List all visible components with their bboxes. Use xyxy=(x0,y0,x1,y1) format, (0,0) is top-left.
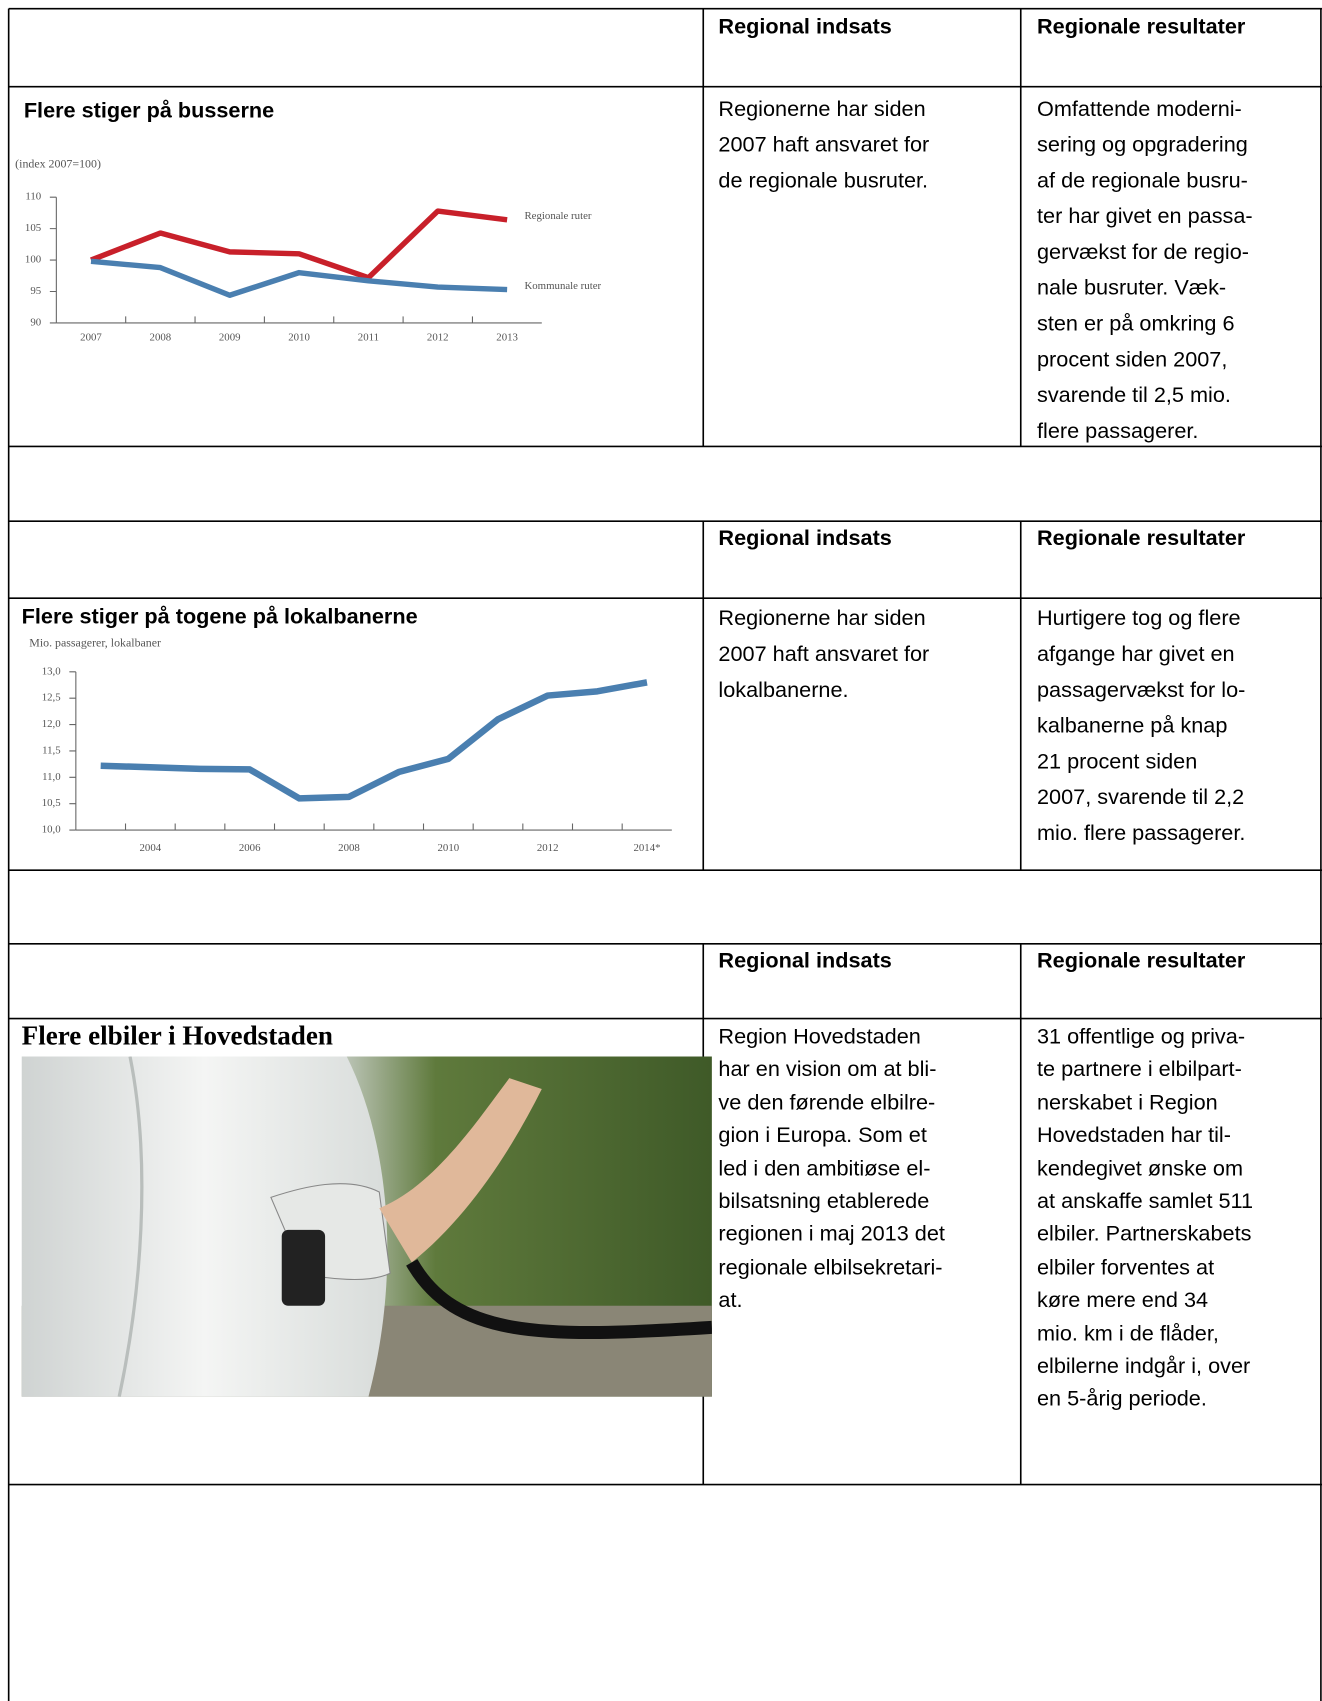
y-tick-label: 12,0 xyxy=(42,718,61,730)
legend-label: Kommunale ruter xyxy=(524,280,601,292)
text-line: ter har givet en passa- xyxy=(1037,203,1253,239)
text-line: 21 procent siden xyxy=(1037,748,1245,784)
text-line: flere passagerer. xyxy=(1037,417,1253,453)
text-line: kendegivet ønske om xyxy=(1037,1155,1253,1188)
y-tick-label: 11,5 xyxy=(42,744,61,756)
x-tick-label: 2006 xyxy=(239,842,261,854)
text-line: 2007 haft ansvaret for xyxy=(718,131,929,167)
header-indsats: Regional indsats xyxy=(718,527,891,552)
text-line: de regionale busruter. xyxy=(718,167,929,203)
text-line: har en vision om at bli- xyxy=(718,1056,945,1089)
chart-title: Flere stiger på togene på lokalbanerne xyxy=(22,603,418,628)
x-tick-label: 2009 xyxy=(219,332,241,344)
x-tick-label: 2010 xyxy=(288,332,310,344)
y-tick-label: 110 xyxy=(25,191,41,203)
x-tick-label: 2007 xyxy=(80,332,102,344)
resultater-text: 31 offentlige og priva-te partnere i elb… xyxy=(1037,1023,1253,1418)
text-line: svarende til 2,5 mio. xyxy=(1037,381,1253,417)
legend-label: Regionale ruter xyxy=(524,210,591,222)
chart-subtitle: (index 2007=100) xyxy=(15,156,101,170)
chart-subtitle: Mio. passagerer, lokalbaner xyxy=(29,635,161,649)
text-line: af de regionale busru- xyxy=(1037,167,1253,203)
text-line: Region Hovedstaden xyxy=(718,1023,945,1056)
x-tick-label: 2008 xyxy=(338,842,360,854)
text-line: regionale elbilsekretari- xyxy=(718,1253,945,1286)
y-tick-label: 105 xyxy=(25,222,41,234)
text-line: te partnere i elbilpart- xyxy=(1037,1056,1253,1089)
text-line: Regionerne har siden xyxy=(718,605,929,641)
page: Regional indsats Regionale resultater Fl… xyxy=(0,0,1322,1701)
ev-photo xyxy=(22,1057,712,1397)
header-resultater: Regionale resultater xyxy=(1037,15,1245,40)
text-line: elbiler. Partnerskabets xyxy=(1037,1221,1253,1254)
y-tick-label: 10,0 xyxy=(42,824,61,836)
text-line: Regionerne har siden xyxy=(718,95,929,131)
header-resultater: Regionale resultater xyxy=(1037,527,1245,552)
x-tick-label: 2010 xyxy=(438,842,460,854)
text-line: afgange har givet en xyxy=(1037,640,1245,676)
x-tick-label: 2014* xyxy=(633,842,660,854)
header-indsats: Regional indsats xyxy=(718,15,891,40)
series-line xyxy=(91,261,507,295)
text-line: en 5-årig periode. xyxy=(1037,1385,1253,1418)
text-line: elbiler forventes at xyxy=(1037,1253,1253,1286)
x-tick-label: 2004 xyxy=(140,842,162,854)
x-tick-label: 2011 xyxy=(358,332,379,344)
text-line: køre mere end 34 xyxy=(1037,1286,1253,1319)
train-chart: Flere stiger på togene på lokalbanerne Mi… xyxy=(9,598,704,870)
resultater-text: Omfattende moderni-sering og opgradering… xyxy=(1037,95,1253,453)
text-line: 31 offentlige og priva- xyxy=(1037,1023,1253,1056)
y-tick-label: 12,5 xyxy=(42,692,61,704)
y-tick-label: 90 xyxy=(30,316,41,328)
text-line: passagervækst for lo- xyxy=(1037,676,1245,712)
document: Regional indsats Regionale resultater Fl… xyxy=(0,0,1322,1701)
text-line: 2007, svarende til 2,2 xyxy=(1037,783,1245,819)
header-indsats: Regional indsats xyxy=(718,949,891,974)
header-resultater: Regionale resultater xyxy=(1037,949,1245,974)
text-line: gion i Europa. Som et xyxy=(718,1122,945,1155)
x-tick-label: 2012 xyxy=(427,332,449,344)
text-line: at. xyxy=(718,1286,945,1319)
text-line: kalbanerne på knap xyxy=(1037,712,1245,748)
text-line: sering og opgradering xyxy=(1037,131,1253,167)
text-line: procent siden 2007, xyxy=(1037,346,1253,382)
text-line: gervækst for de regio- xyxy=(1037,238,1253,274)
y-tick-label: 100 xyxy=(25,254,41,266)
text-line: Omfattende moderni- xyxy=(1037,95,1253,131)
text-line: led i den ambitiøse el- xyxy=(718,1155,945,1188)
y-tick-label: 10,5 xyxy=(42,797,61,809)
text-line: bilsatsning etablerede xyxy=(718,1188,945,1221)
text-line: 2007 haft ansvaret for xyxy=(718,640,929,676)
text-line: Hovedstaden har til- xyxy=(1037,1122,1253,1155)
x-tick-label: 2013 xyxy=(496,332,518,344)
text-line: nerskabet i Region xyxy=(1037,1089,1253,1122)
chart-title: Flere stiger på busserne xyxy=(24,97,274,122)
series-line xyxy=(101,682,647,798)
text-line: sten er på omkring 6 xyxy=(1037,310,1253,346)
y-tick-label: 95 xyxy=(30,285,41,297)
bus-chart: Flere stiger på busserne (index 2007=100)… xyxy=(9,87,704,447)
text-line: elbilerne indgår i, over xyxy=(1037,1352,1253,1385)
text-line: Hurtigere tog og flere xyxy=(1037,605,1245,641)
x-tick-label: 2012 xyxy=(537,842,559,854)
text-line: at anskaffe samlet 511 xyxy=(1037,1188,1253,1221)
text-line: mio. km i de flåder, xyxy=(1037,1319,1253,1352)
text-line: regionen i maj 2013 det xyxy=(718,1221,945,1254)
section-title: Flere elbiler i Hovedstaden xyxy=(22,1022,333,1052)
y-tick-label: 11,0 xyxy=(42,771,61,783)
text-line: mio. flere passagerer. xyxy=(1037,819,1245,855)
text-line: nale busruter. Væk- xyxy=(1037,274,1253,310)
y-tick-label: 13,0 xyxy=(42,665,61,677)
text-line: ve den førende elbilre- xyxy=(718,1089,945,1122)
text-line: lokalbanerne. xyxy=(718,676,929,712)
x-tick-label: 2008 xyxy=(150,332,172,344)
